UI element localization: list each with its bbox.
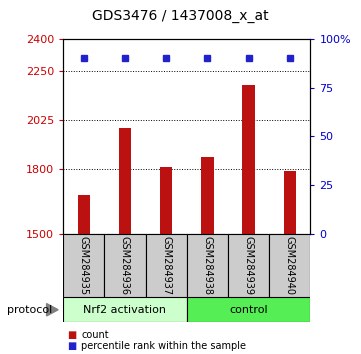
Text: count: count bbox=[81, 330, 109, 339]
Bar bbox=[63, 297, 187, 322]
Bar bbox=[104, 234, 145, 297]
Bar bbox=[228, 234, 269, 297]
Bar bbox=[201, 157, 214, 234]
Bar bbox=[78, 195, 90, 234]
Text: GSM284937: GSM284937 bbox=[161, 236, 171, 295]
Text: GSM284936: GSM284936 bbox=[120, 236, 130, 295]
Text: percentile rank within the sample: percentile rank within the sample bbox=[81, 341, 246, 351]
Bar bbox=[187, 234, 228, 297]
Text: GSM284935: GSM284935 bbox=[79, 236, 89, 295]
Text: GSM284939: GSM284939 bbox=[244, 236, 254, 295]
Bar bbox=[187, 297, 310, 322]
Text: ■: ■ bbox=[67, 330, 76, 339]
Bar bbox=[119, 128, 131, 234]
Text: Nrf2 activation: Nrf2 activation bbox=[83, 305, 166, 315]
Bar bbox=[269, 234, 310, 297]
Text: GSM284940: GSM284940 bbox=[285, 236, 295, 295]
Bar bbox=[284, 171, 296, 234]
Bar bbox=[160, 167, 173, 234]
Bar bbox=[63, 234, 104, 297]
Text: protocol: protocol bbox=[7, 305, 52, 315]
Bar bbox=[243, 85, 255, 234]
Text: ■: ■ bbox=[67, 341, 76, 351]
Text: GSM284938: GSM284938 bbox=[203, 236, 212, 295]
Polygon shape bbox=[47, 303, 58, 316]
Bar bbox=[145, 234, 187, 297]
Text: control: control bbox=[229, 305, 268, 315]
Text: GDS3476 / 1437008_x_at: GDS3476 / 1437008_x_at bbox=[92, 9, 269, 23]
